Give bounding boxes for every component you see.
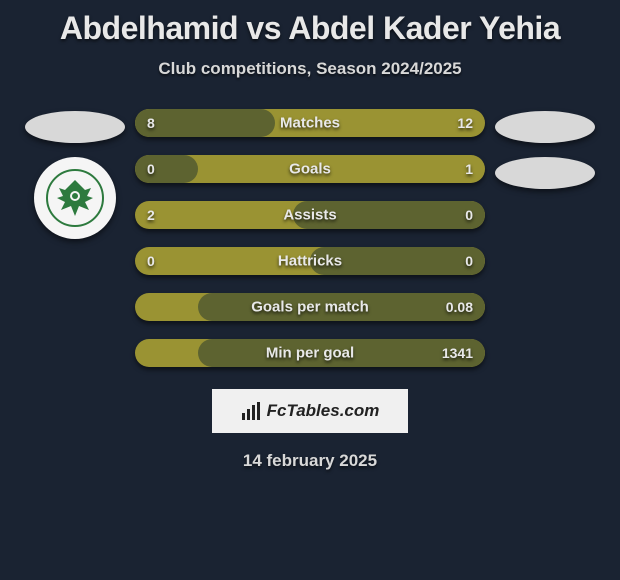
stat-value-right: 0 <box>465 253 473 269</box>
stat-fill <box>135 109 275 137</box>
stat-label: Goals <box>289 161 331 178</box>
player-badge-placeholder <box>25 111 125 143</box>
stat-label: Matches <box>280 115 340 132</box>
chart-icon <box>241 401 261 421</box>
watermark-text: FcTables.com <box>267 401 380 421</box>
left-badge-column <box>25 109 125 239</box>
right-badge-column <box>495 109 595 189</box>
stat-label: Hattricks <box>278 253 342 270</box>
stat-value-left: 8 <box>147 115 155 131</box>
comparison-card: Abdelhamid vs Abdel Kader Yehia Club com… <box>0 0 620 481</box>
stat-value-left: 0 <box>147 253 155 269</box>
stat-label: Min per goal <box>266 345 354 362</box>
date-label: 14 february 2025 <box>0 451 620 471</box>
stat-value-left: 2 <box>147 207 155 223</box>
club-badge-placeholder <box>495 157 595 189</box>
stat-fill <box>135 155 198 183</box>
stat-bar-goals: 0 Goals 1 <box>135 155 485 183</box>
stat-bar-matches: 8 Matches 12 <box>135 109 485 137</box>
stat-value-right: 12 <box>457 115 473 131</box>
stat-value-right: 0 <box>465 207 473 223</box>
page-title: Abdelhamid vs Abdel Kader Yehia <box>0 10 620 47</box>
player-badge-placeholder <box>495 111 595 143</box>
stats-area: 8 Matches 12 0 Goals 1 2 Assists 0 0 <box>0 109 620 367</box>
subtitle: Club competitions, Season 2024/2025 <box>0 59 620 79</box>
stat-value-right: 0.08 <box>446 299 473 315</box>
stat-bars: 8 Matches 12 0 Goals 1 2 Assists 0 0 <box>135 109 485 367</box>
eagle-crest-icon <box>45 168 105 228</box>
stat-bar-min-per-goal: Min per goal 1341 <box>135 339 485 367</box>
club-badge-left <box>34 157 116 239</box>
stat-bar-goals-per-match: Goals per match 0.08 <box>135 293 485 321</box>
stat-label: Assists <box>283 207 336 224</box>
stat-bar-assists: 2 Assists 0 <box>135 201 485 229</box>
watermark: FcTables.com <box>212 389 408 433</box>
stat-value-left: 0 <box>147 161 155 177</box>
stat-value-right: 1341 <box>442 345 473 361</box>
stat-label: Goals per match <box>251 299 369 316</box>
stat-value-right: 1 <box>465 161 473 177</box>
stat-bar-hattricks: 0 Hattricks 0 <box>135 247 485 275</box>
